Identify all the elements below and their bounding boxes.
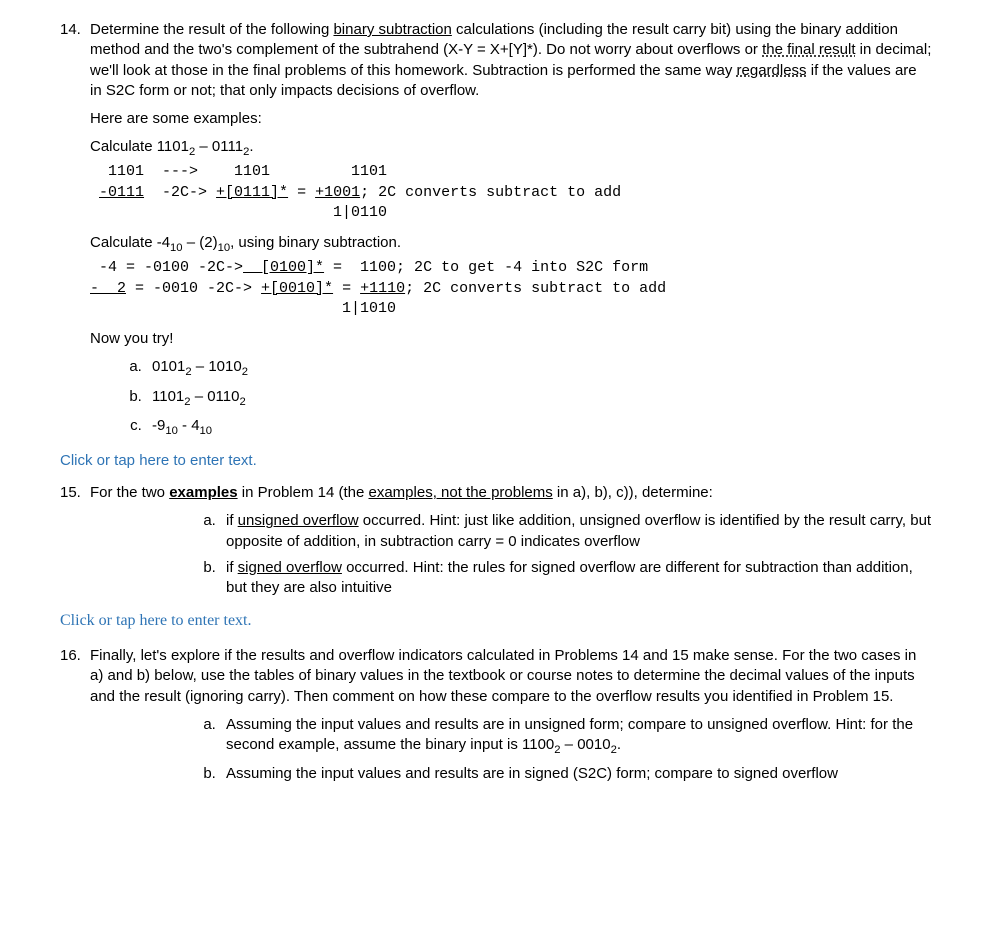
answer-placeholder-2[interactable]: Click or tap here to enter text.	[60, 610, 932, 632]
p14-ex1-line2: -0111 -2C-> +[0111]* = +1001; 2C convert…	[90, 183, 932, 203]
p14-ex2-title: Calculate -410 – (2)10, using binary sub…	[90, 233, 932, 256]
p14-ex2-line1: -4 = -0100 -2C-> [0100]* = 1100; 2C to g…	[90, 258, 932, 278]
p14-ex1-line1: 1101 ---> 1101 1101	[90, 162, 932, 182]
p14-subproblems: 01012 – 10102 11012 – 01102 -910 - 410	[90, 357, 932, 439]
p16-intro: 16.Finally, let's explore if the results…	[90, 646, 932, 707]
p14-ex2-line3: 1|1010	[90, 299, 932, 319]
p15-a: if unsigned overflow occurred. Hint: jus…	[220, 511, 932, 552]
p14-b: 11012 – 01102	[146, 387, 932, 410]
p14-ex1-title: Calculate 11012 – 01112.	[90, 137, 932, 160]
p15-number: 15.	[60, 483, 90, 503]
p14-ex1-line3: 1|0110	[90, 203, 932, 223]
p14-example2: Calculate -410 – (2)10, using binary sub…	[90, 233, 932, 319]
p14-try-label: Now you try!	[90, 329, 932, 349]
problem-14: 14.Determine the result of the following…	[60, 20, 932, 439]
p16-a: Assuming the input values and results ar…	[220, 715, 932, 758]
p14-a: 01012 – 10102	[146, 357, 932, 380]
p16-b: Assuming the input values and results ar…	[220, 764, 932, 784]
p15-b: if signed overflow occurred. Hint: the r…	[220, 558, 932, 599]
p14-number: 14.	[60, 20, 90, 40]
p14-example1: Calculate 11012 – 01112. 1101 ---> 1101 …	[90, 137, 932, 223]
p15-subproblems: if unsigned overflow occurred. Hint: jus…	[164, 511, 932, 598]
p16-number: 16.	[60, 646, 90, 666]
p14-intro: 14.Determine the result of the following…	[90, 20, 932, 101]
answer-placeholder-1[interactable]: Click or tap here to enter text.	[60, 451, 932, 471]
p15-intro: 15.For the two examples in Problem 14 (t…	[90, 483, 932, 503]
p16-subproblems: Assuming the input values and results ar…	[164, 715, 932, 785]
p14-examples-label: Here are some examples:	[90, 109, 932, 129]
p14-ex2-line2: - 2 = -0010 -2C-> +[0010]* = +1110; 2C c…	[90, 279, 932, 299]
p14-c: -910 - 410	[146, 416, 932, 439]
problem-15: 15.For the two examples in Problem 14 (t…	[60, 483, 932, 598]
problem-16: 16.Finally, let's explore if the results…	[60, 646, 932, 784]
